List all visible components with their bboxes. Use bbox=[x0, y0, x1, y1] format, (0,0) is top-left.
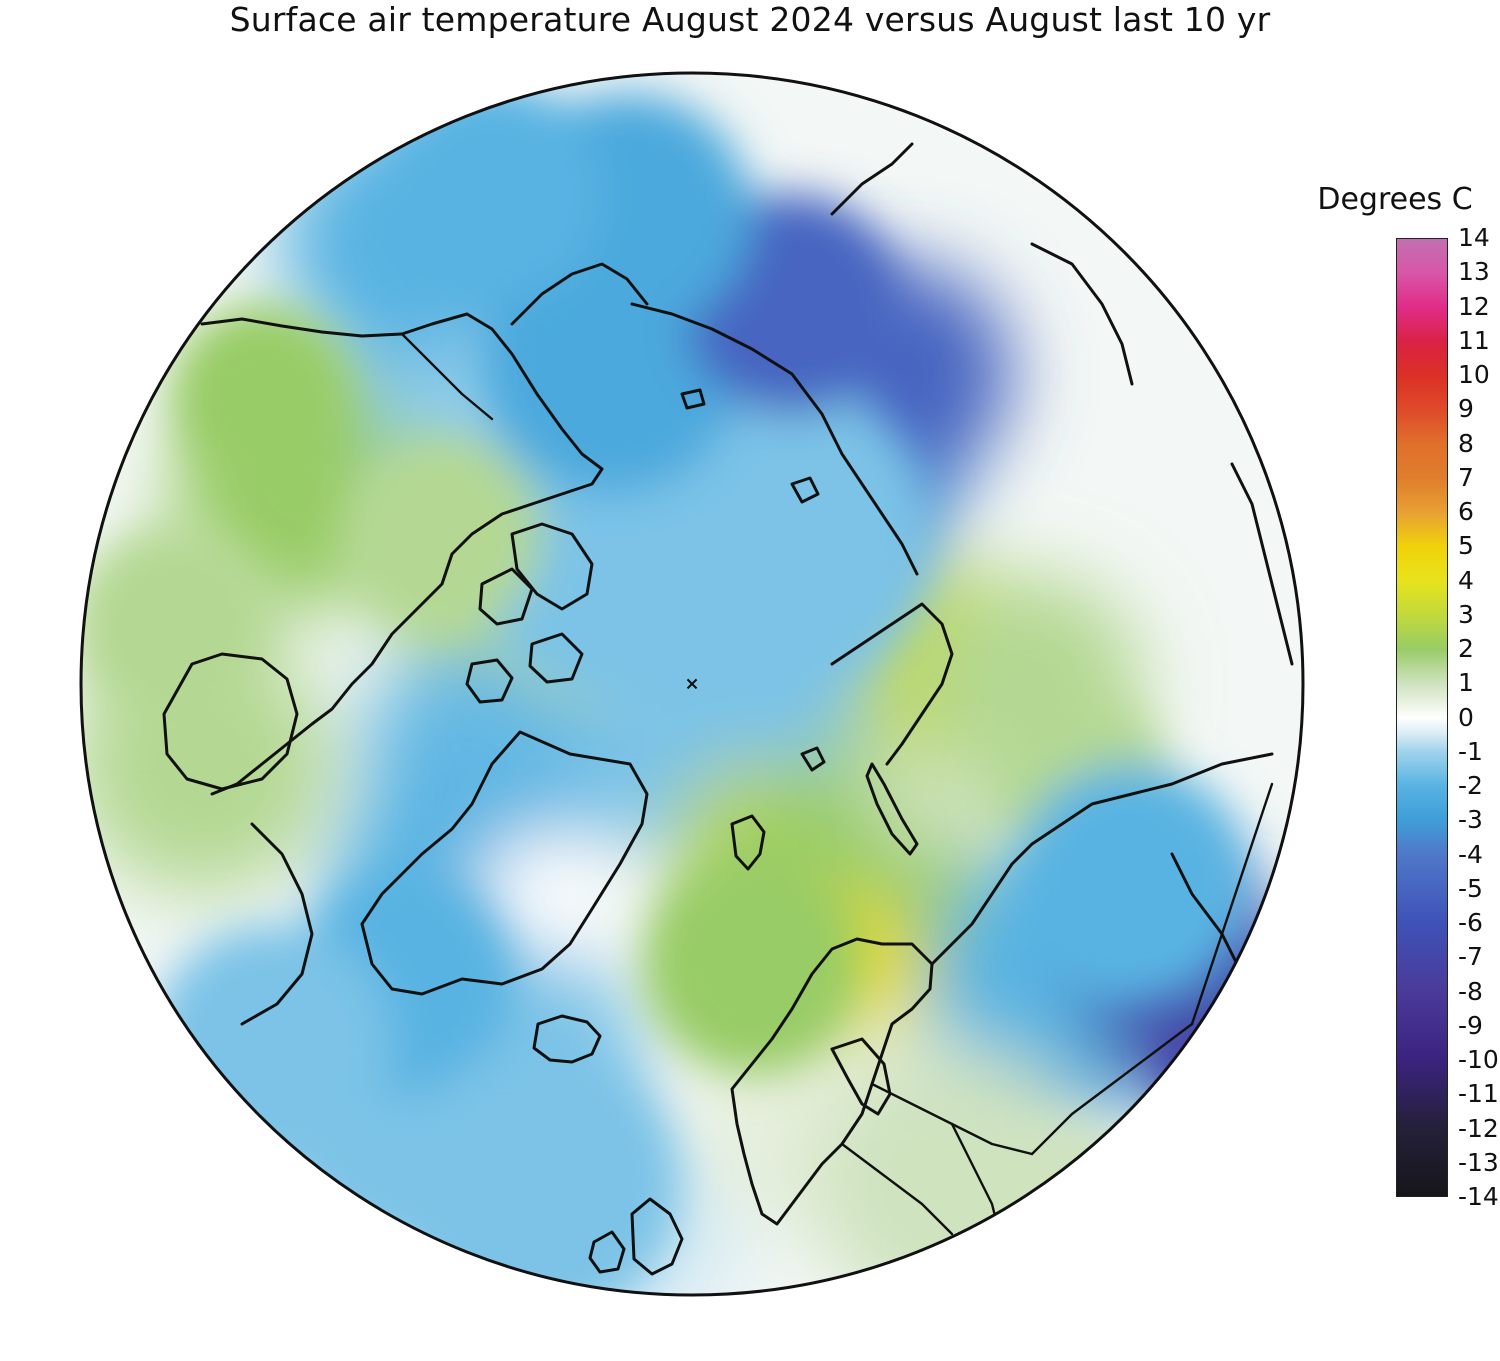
coastline-british-isles bbox=[630, 1197, 684, 1276]
border-canada-us bbox=[400, 332, 494, 421]
coastline-hudson-bay bbox=[162, 652, 299, 791]
border-europe-2 bbox=[840, 1142, 954, 1236]
coastline-franz-josef bbox=[800, 746, 826, 772]
coastline-baltic bbox=[830, 1037, 892, 1116]
coastline-labrador bbox=[240, 822, 314, 1026]
coastline-siberia bbox=[630, 302, 919, 576]
coastline-archipelago-1 bbox=[478, 567, 534, 626]
tick-label: 8 bbox=[1458, 428, 1474, 458]
tick-label: -7 bbox=[1458, 942, 1483, 972]
tick-label: -3 bbox=[1458, 805, 1483, 835]
tick-label: -14 bbox=[1458, 1182, 1499, 1211]
map-boundary-circle bbox=[79, 71, 1305, 1297]
coastline-kamchatka bbox=[830, 142, 914, 216]
tick-label: -8 bbox=[1458, 976, 1483, 1006]
border-russia-china bbox=[1190, 782, 1274, 1026]
anomaly-blob bbox=[172, 304, 352, 484]
tick-label: -5 bbox=[1458, 873, 1483, 903]
tick-label: 11 bbox=[1458, 325, 1490, 355]
tick-label: -10 bbox=[1458, 1045, 1499, 1074]
coastline-new-siberian bbox=[790, 476, 820, 504]
tick-label: 4 bbox=[1458, 565, 1474, 595]
tick-label: 3 bbox=[1458, 599, 1474, 629]
coastline-ireland bbox=[588, 1230, 626, 1274]
tick-label: -11 bbox=[1458, 1079, 1499, 1109]
coastline-wrangel bbox=[680, 388, 706, 410]
chart-title: Surface air temperature August 2024 vers… bbox=[229, 0, 1271, 39]
coastline-okhotsk bbox=[1030, 242, 1134, 386]
tick-label: -2 bbox=[1458, 771, 1483, 800]
coastline-east-asia bbox=[1230, 462, 1294, 666]
coastline-archipelago-2 bbox=[528, 632, 584, 684]
coastline-iceland bbox=[532, 1014, 602, 1064]
color-scale-ticks: 14 13 12 11 10 9 8 7 6 5 4 3 2 1 0 -1 -2 -3 -4 -5 -6 -7 -8 -9 -1… bbox=[1458, 0, 1500, 1361]
tick-label: 7 bbox=[1458, 462, 1474, 492]
anomaly-blob bbox=[342, 434, 542, 634]
tick-label: 13 bbox=[1458, 257, 1490, 287]
coastlines bbox=[162, 142, 1294, 1276]
coastline-ellesmere bbox=[510, 522, 594, 611]
tick-label: 5 bbox=[1458, 531, 1474, 561]
tick-label: -12 bbox=[1458, 1113, 1499, 1143]
tick-label: 14 bbox=[1458, 223, 1490, 252]
polar-map: × bbox=[72, 64, 1312, 1304]
tick-label: 0 bbox=[1458, 702, 1474, 732]
color-scale-bar bbox=[1396, 238, 1448, 1197]
anomaly-blob bbox=[482, 834, 602, 954]
anomaly-field bbox=[81, 73, 1303, 1295]
north-pole-marker: × bbox=[684, 674, 699, 695]
legend-title: Degrees C bbox=[1317, 182, 1473, 217]
coastline-archipelago-3 bbox=[465, 658, 514, 704]
coastline-scandinavia bbox=[730, 937, 934, 1226]
tick-label: 10 bbox=[1458, 360, 1490, 389]
coastline-greenland bbox=[360, 730, 649, 996]
coastline-north-russia bbox=[930, 752, 1274, 966]
tick-label: 1 bbox=[1458, 668, 1474, 698]
anomaly-blob bbox=[382, 84, 602, 304]
coastline-alaska-west bbox=[200, 317, 404, 338]
anomaly-blob bbox=[81, 524, 272, 724]
tick-label: -13 bbox=[1458, 1147, 1499, 1177]
anomaly-blob bbox=[642, 854, 862, 1074]
coastline-taymyr bbox=[830, 602, 954, 766]
anomaly-blob bbox=[1012, 764, 1252, 1004]
coastline-svalbard bbox=[730, 814, 766, 871]
tick-label: 12 bbox=[1458, 291, 1490, 321]
tick-label: 6 bbox=[1458, 497, 1474, 526]
coastline-alaska bbox=[400, 312, 604, 556]
map-svg: × bbox=[79, 71, 1305, 1297]
coastline-chukotka bbox=[510, 262, 649, 326]
coastline-novaya-zemlya bbox=[865, 762, 919, 856]
tick-label: 2 bbox=[1458, 634, 1474, 663]
coastline-canada-arctic bbox=[210, 552, 454, 796]
tick-label: -4 bbox=[1458, 839, 1483, 869]
border-russia-kazakh bbox=[1030, 1022, 1194, 1156]
tick-label: -1 bbox=[1458, 736, 1483, 766]
tick-label: 9 bbox=[1458, 394, 1474, 424]
tick-label: -6 bbox=[1458, 908, 1483, 937]
tick-label: -9 bbox=[1458, 1010, 1483, 1040]
